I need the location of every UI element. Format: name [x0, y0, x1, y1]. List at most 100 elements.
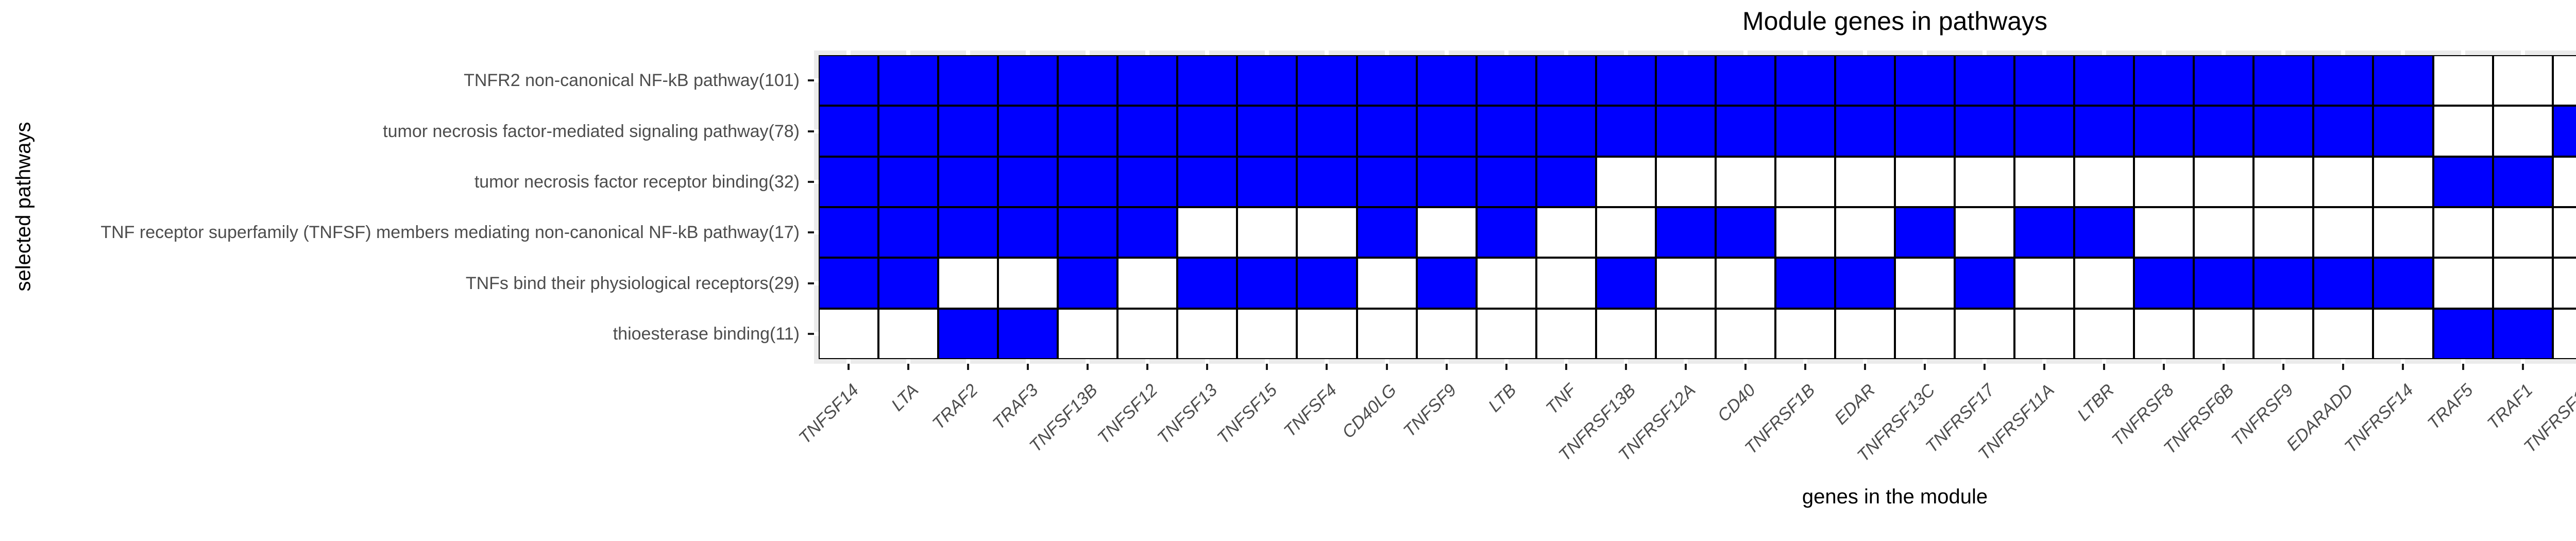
- heatmap-cell: [1835, 156, 1895, 207]
- gridline-stub: [2042, 50, 2047, 55]
- heatmap-cell: [2194, 55, 2254, 106]
- heatmap-cell: [1357, 308, 1417, 359]
- gridline-stub: [2401, 359, 2405, 364]
- gridline-stub: [1683, 359, 1688, 364]
- gene-label: LTA: [887, 380, 922, 415]
- heatmap-cell: [878, 156, 939, 207]
- heatmap-cell: [1416, 207, 1477, 258]
- heatmap-cell: [2552, 258, 2576, 309]
- heatmap-cell: [2194, 308, 2254, 359]
- gridline-stub: [1803, 359, 1807, 364]
- heatmap-cell: [938, 55, 998, 106]
- gene-label: TNFSF9: [1399, 380, 1461, 441]
- heatmap-cell: [2373, 156, 2433, 207]
- x-tick-mark: [1565, 364, 1567, 370]
- gridline-stub: [1623, 359, 1628, 364]
- heatmap-cell: [2253, 156, 2314, 207]
- heatmap-cell: [1297, 308, 1357, 359]
- heatmap-cell: [2194, 156, 2254, 207]
- heatmap-cell: [2134, 207, 2194, 258]
- heatmap-cell: [2253, 106, 2314, 157]
- heatmap-cell: [2313, 308, 2374, 359]
- y-tick-mark: [808, 79, 814, 82]
- gridline-stub: [846, 50, 851, 55]
- heatmap-cell: [1895, 258, 1955, 309]
- heatmap-cell: [1955, 207, 2015, 258]
- heatmap-cell: [2014, 55, 2075, 106]
- heatmap-cell: [2194, 106, 2254, 157]
- heatmap-cell: [2373, 106, 2433, 157]
- gridline-stub: [814, 129, 819, 133]
- heatmap-cell: [2074, 55, 2134, 106]
- heatmap-cell: [1476, 258, 1536, 309]
- heatmap-cell: [1357, 106, 1417, 157]
- heatmap-cell: [2373, 207, 2433, 258]
- y-tick-mark: [808, 282, 814, 284]
- gridline-stub: [1384, 359, 1389, 364]
- heatmap-cell: [1536, 55, 1596, 106]
- gridline-stub: [2461, 50, 2465, 55]
- heatmap-cell: [2493, 207, 2553, 258]
- heatmap-cell: [1715, 258, 1775, 309]
- gridline-stub: [1265, 359, 1269, 364]
- heatmap-cell: [1297, 106, 1357, 157]
- heatmap-cell: [1416, 156, 1477, 207]
- gene-label: TRAF1: [2483, 380, 2537, 434]
- heatmap-cell: [1715, 106, 1775, 157]
- gridline-stub: [1265, 50, 1269, 55]
- gridline-stub: [966, 50, 971, 55]
- heatmap-cell: [1596, 106, 1656, 157]
- heatmap-cell: [2313, 258, 2374, 309]
- heatmap-cell: [1357, 156, 1417, 207]
- x-tick-mark: [2103, 364, 2106, 370]
- x-tick-mark: [1206, 364, 1209, 370]
- heatmap-cell: [2552, 308, 2576, 359]
- heatmap-cell: [2074, 308, 2134, 359]
- heatmap-cell: [2074, 207, 2134, 258]
- x-tick-mark: [1326, 364, 1328, 370]
- heatmap-cell: [938, 207, 998, 258]
- heatmap-cell: [1655, 106, 1716, 157]
- gene-label: TRAF3: [989, 380, 1042, 434]
- heatmap-cell: [2552, 207, 2576, 258]
- x-tick-mark: [1744, 364, 1747, 370]
- heatmap-cell: [1117, 258, 1178, 309]
- heatmap-cell: [1655, 207, 1716, 258]
- heatmap-cell: [1536, 106, 1596, 157]
- gridline-stub: [1862, 359, 1867, 364]
- heatmap-cell: [2253, 308, 2314, 359]
- gridline-stub: [2520, 50, 2525, 55]
- gridline-stub: [2520, 359, 2525, 364]
- plot-panel: [814, 50, 2576, 364]
- heatmap-cell: [998, 308, 1058, 359]
- gridline-stub: [2222, 359, 2226, 364]
- gridline-stub: [1982, 359, 1987, 364]
- heatmap-cell: [2433, 55, 2493, 106]
- heatmap-cell: [2194, 258, 2254, 309]
- gridline-stub: [906, 50, 911, 55]
- heatmap-cell: [2074, 106, 2134, 157]
- gridline-stub: [814, 331, 819, 336]
- heatmap-cell: [1655, 55, 1716, 106]
- heatmap-grid: [819, 55, 2576, 359]
- y-tick-mark: [808, 332, 814, 335]
- heatmap-cell: [1955, 156, 2015, 207]
- heatmap-cell: [1058, 308, 1118, 359]
- heatmap-cell: [1058, 156, 1118, 207]
- pathway-label: TNFR2 non-canonical NF-kB pathway(101): [464, 71, 800, 91]
- gridline-stub: [1086, 50, 1090, 55]
- heatmap-cell: [1775, 308, 1835, 359]
- gridline-stub: [2341, 50, 2346, 55]
- heatmap-cell: [1895, 106, 1955, 157]
- heatmap-cell: [1237, 308, 1297, 359]
- y-tick-mark: [808, 130, 814, 132]
- gridline-stub: [1743, 50, 1748, 55]
- heatmap-cell: [878, 258, 939, 309]
- heatmap-cell: [938, 106, 998, 157]
- heatmap-cell: [2373, 308, 2433, 359]
- heatmap-cell: [1835, 258, 1895, 309]
- gene-label: TNFSF14: [794, 380, 862, 448]
- heatmap-cell: [1237, 156, 1297, 207]
- heatmap-cell: [938, 258, 998, 309]
- heatmap-cell: [1895, 156, 1955, 207]
